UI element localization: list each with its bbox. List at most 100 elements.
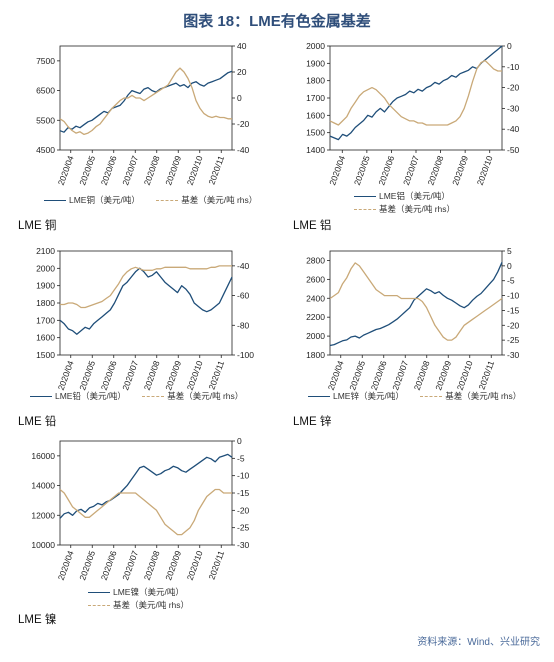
- chart-panel-zinc: 1800 2000 2200 2400 2600 2800 -30 -25 -20 -15 -10 -…: [288, 245, 538, 445]
- legend-item-price: LME铝（美元/吨）: [354, 190, 455, 203]
- plot-frame: [329, 45, 503, 151]
- chart-panel-lead: 1500 1600 1700 1800 1900 2000 2100 -100 -80 -60 -4…: [18, 245, 268, 445]
- y-right-tick-label: -30: [507, 103, 520, 113]
- y-left-tick-label: 2600: [306, 274, 325, 284]
- basis-series-line: [329, 59, 502, 126]
- x-tick-label: 2020/09: [433, 359, 453, 392]
- y-left-tick-label: 1400: [306, 145, 325, 155]
- y-right-tick-label: 0: [237, 93, 242, 103]
- x-tick-label: 2020/06: [376, 154, 396, 187]
- legend-swatch-price: [30, 396, 52, 398]
- x-tick-label: 2020/06: [99, 154, 119, 187]
- plot-frame: [329, 250, 503, 356]
- y-right-tick-label: 0: [507, 261, 512, 271]
- y-left-tick-label: 1800: [36, 298, 55, 308]
- legend-item-basis: 基差（美元/吨 rhs）: [354, 203, 455, 216]
- legend-label-basis: 基差（美元/吨 rhs）: [379, 204, 456, 214]
- x-tick-label: 2020/04: [56, 154, 76, 187]
- y-right-tick-label: -5: [507, 276, 515, 286]
- x-tick-label: 2020/08: [426, 154, 446, 187]
- legend-label-price: LME铜（美元/吨）: [69, 195, 140, 205]
- y-left-tick-label: 1700: [36, 315, 55, 325]
- y-left-tick-label: 2000: [306, 331, 325, 341]
- legend-aluminum: LME铝（美元/吨） 基差（美元/吨 rhs）: [354, 190, 455, 216]
- legend-label-basis: 基差（美元/吨 rhs）: [181, 195, 258, 205]
- legend-lead: LME铅（美元/吨） 基差（美元/吨 rhs）: [30, 390, 257, 402]
- legend-swatch-basis: [420, 396, 443, 398]
- x-tick-label: 2020/04: [326, 359, 346, 392]
- y-right-tick-label: -30: [237, 540, 250, 550]
- legend-item-basis: 基差（美元/吨 rhs）: [142, 390, 243, 402]
- y-right-tick-label: -25: [507, 335, 520, 345]
- x-tick-label: 2020/07: [401, 154, 421, 187]
- legend-swatch-price: [354, 196, 376, 198]
- basis-series-line: [59, 67, 232, 136]
- y-left-tick-label: 1800: [306, 76, 325, 86]
- legend-swatch-basis: [156, 200, 179, 202]
- y-right-tick-label: -80: [237, 320, 250, 330]
- x-tick-label: 2020/05: [77, 154, 97, 187]
- source-note: 资料来源：Wind、兴业研究: [417, 637, 540, 648]
- plot-frame: [59, 440, 233, 546]
- legend-swatch-basis: [142, 396, 165, 398]
- y-left-tick-label: 4500: [36, 145, 55, 155]
- y-left-tick-label: 2000: [36, 263, 55, 273]
- legend-label-basis: 基差（美元/吨 rhs）: [113, 600, 190, 610]
- legend-item-basis: 基差（美元/吨 rhs）: [88, 599, 189, 612]
- legend-item-basis: 基差（美元/吨 rhs）: [420, 390, 521, 402]
- price-series-line: [329, 262, 503, 347]
- legend-label-price: LME铅（美元/吨）: [55, 391, 126, 401]
- legend-swatch-basis: [88, 605, 110, 607]
- x-tick-label: 2020/10: [185, 359, 205, 392]
- y-left-tick-label: 1500: [36, 350, 55, 360]
- x-tick-label: 2020/09: [450, 154, 470, 187]
- legend-item-price: LME镍（美元/吨）: [88, 586, 189, 599]
- y-right-tick-label: 0: [507, 41, 512, 51]
- legend-item-price: LME铜（美元/吨）: [44, 194, 140, 206]
- x-tick-label: 2020/10: [185, 154, 205, 187]
- y-left-tick-label: 1500: [306, 128, 325, 138]
- legend-label-price: LME锌（美元/吨）: [333, 391, 404, 401]
- legend-item-price: LME铅（美元/吨）: [30, 390, 126, 402]
- y-left-tick-label: 12000: [31, 510, 55, 520]
- legend-label-basis: 基差（美元/吨 rhs）: [167, 391, 244, 401]
- y-right-tick-label: -15: [237, 488, 250, 498]
- y-right-tick-label: -20: [237, 505, 250, 515]
- x-tick-label: 2020/08: [142, 549, 162, 582]
- figure-title: 图表 18：LME有色金属基差: [183, 13, 371, 30]
- x-tick-label: 2020/04: [56, 359, 76, 392]
- basis-series-line: [329, 262, 503, 341]
- caption-aluminum: LME 铝: [293, 220, 332, 232]
- plot-frame: [59, 250, 233, 356]
- x-tick-label: 2020/11: [476, 359, 496, 391]
- y-left-tick-label: 7500: [36, 56, 55, 66]
- legend-item-basis: 基差（美元/吨 rhs）: [156, 194, 257, 206]
- y-right-tick-label: 20: [237, 67, 247, 77]
- y-left-tick-label: 6500: [36, 86, 55, 96]
- y-right-tick-label: -30: [507, 350, 520, 360]
- caption-zinc: LME 锌: [293, 416, 332, 428]
- x-tick-label: 2020/10: [185, 549, 205, 582]
- x-tick-label: 2020/11: [206, 359, 226, 391]
- x-tick-label: 2020/06: [99, 359, 119, 392]
- x-tick-label: 2020/08: [412, 359, 432, 392]
- price-series-line: [59, 70, 233, 133]
- x-tick-label: 2020/10: [475, 154, 495, 187]
- caption-copper: LME 铜: [18, 220, 57, 232]
- basis-series-line: [60, 265, 232, 309]
- caption-nickel: LME 镍: [18, 614, 57, 626]
- chart-svg: 1800 2000 2200 2400 2600 2800 -30 -25 -20 -15 -10 -…: [306, 246, 520, 392]
- y-left-tick-label: 5500: [36, 115, 55, 125]
- y-left-tick-label: 2100: [36, 246, 55, 256]
- legend-zinc: LME锌（美元/吨） 基差（美元/吨 rhs）: [308, 390, 535, 402]
- legend-swatch-price: [88, 592, 110, 594]
- y-right-tick-label: -40: [507, 124, 520, 134]
- y-left-tick-label: 2000: [306, 41, 325, 51]
- legend-swatch-price: [308, 396, 330, 398]
- x-tick-label: 2020/05: [347, 359, 367, 392]
- y-right-tick-label: -15: [507, 305, 520, 315]
- x-tick-label: 2020/07: [120, 549, 140, 582]
- chart-panel-copper: 4500 5500 6500 7500 -40 -20 0 20 40 2020/04 2020/0…: [18, 40, 268, 245]
- y-left-tick-label: 16000: [31, 451, 55, 461]
- chart-svg: 1400 1500 1600 1700 1800 1900 2000 -50 -40 -30 -20…: [306, 41, 520, 187]
